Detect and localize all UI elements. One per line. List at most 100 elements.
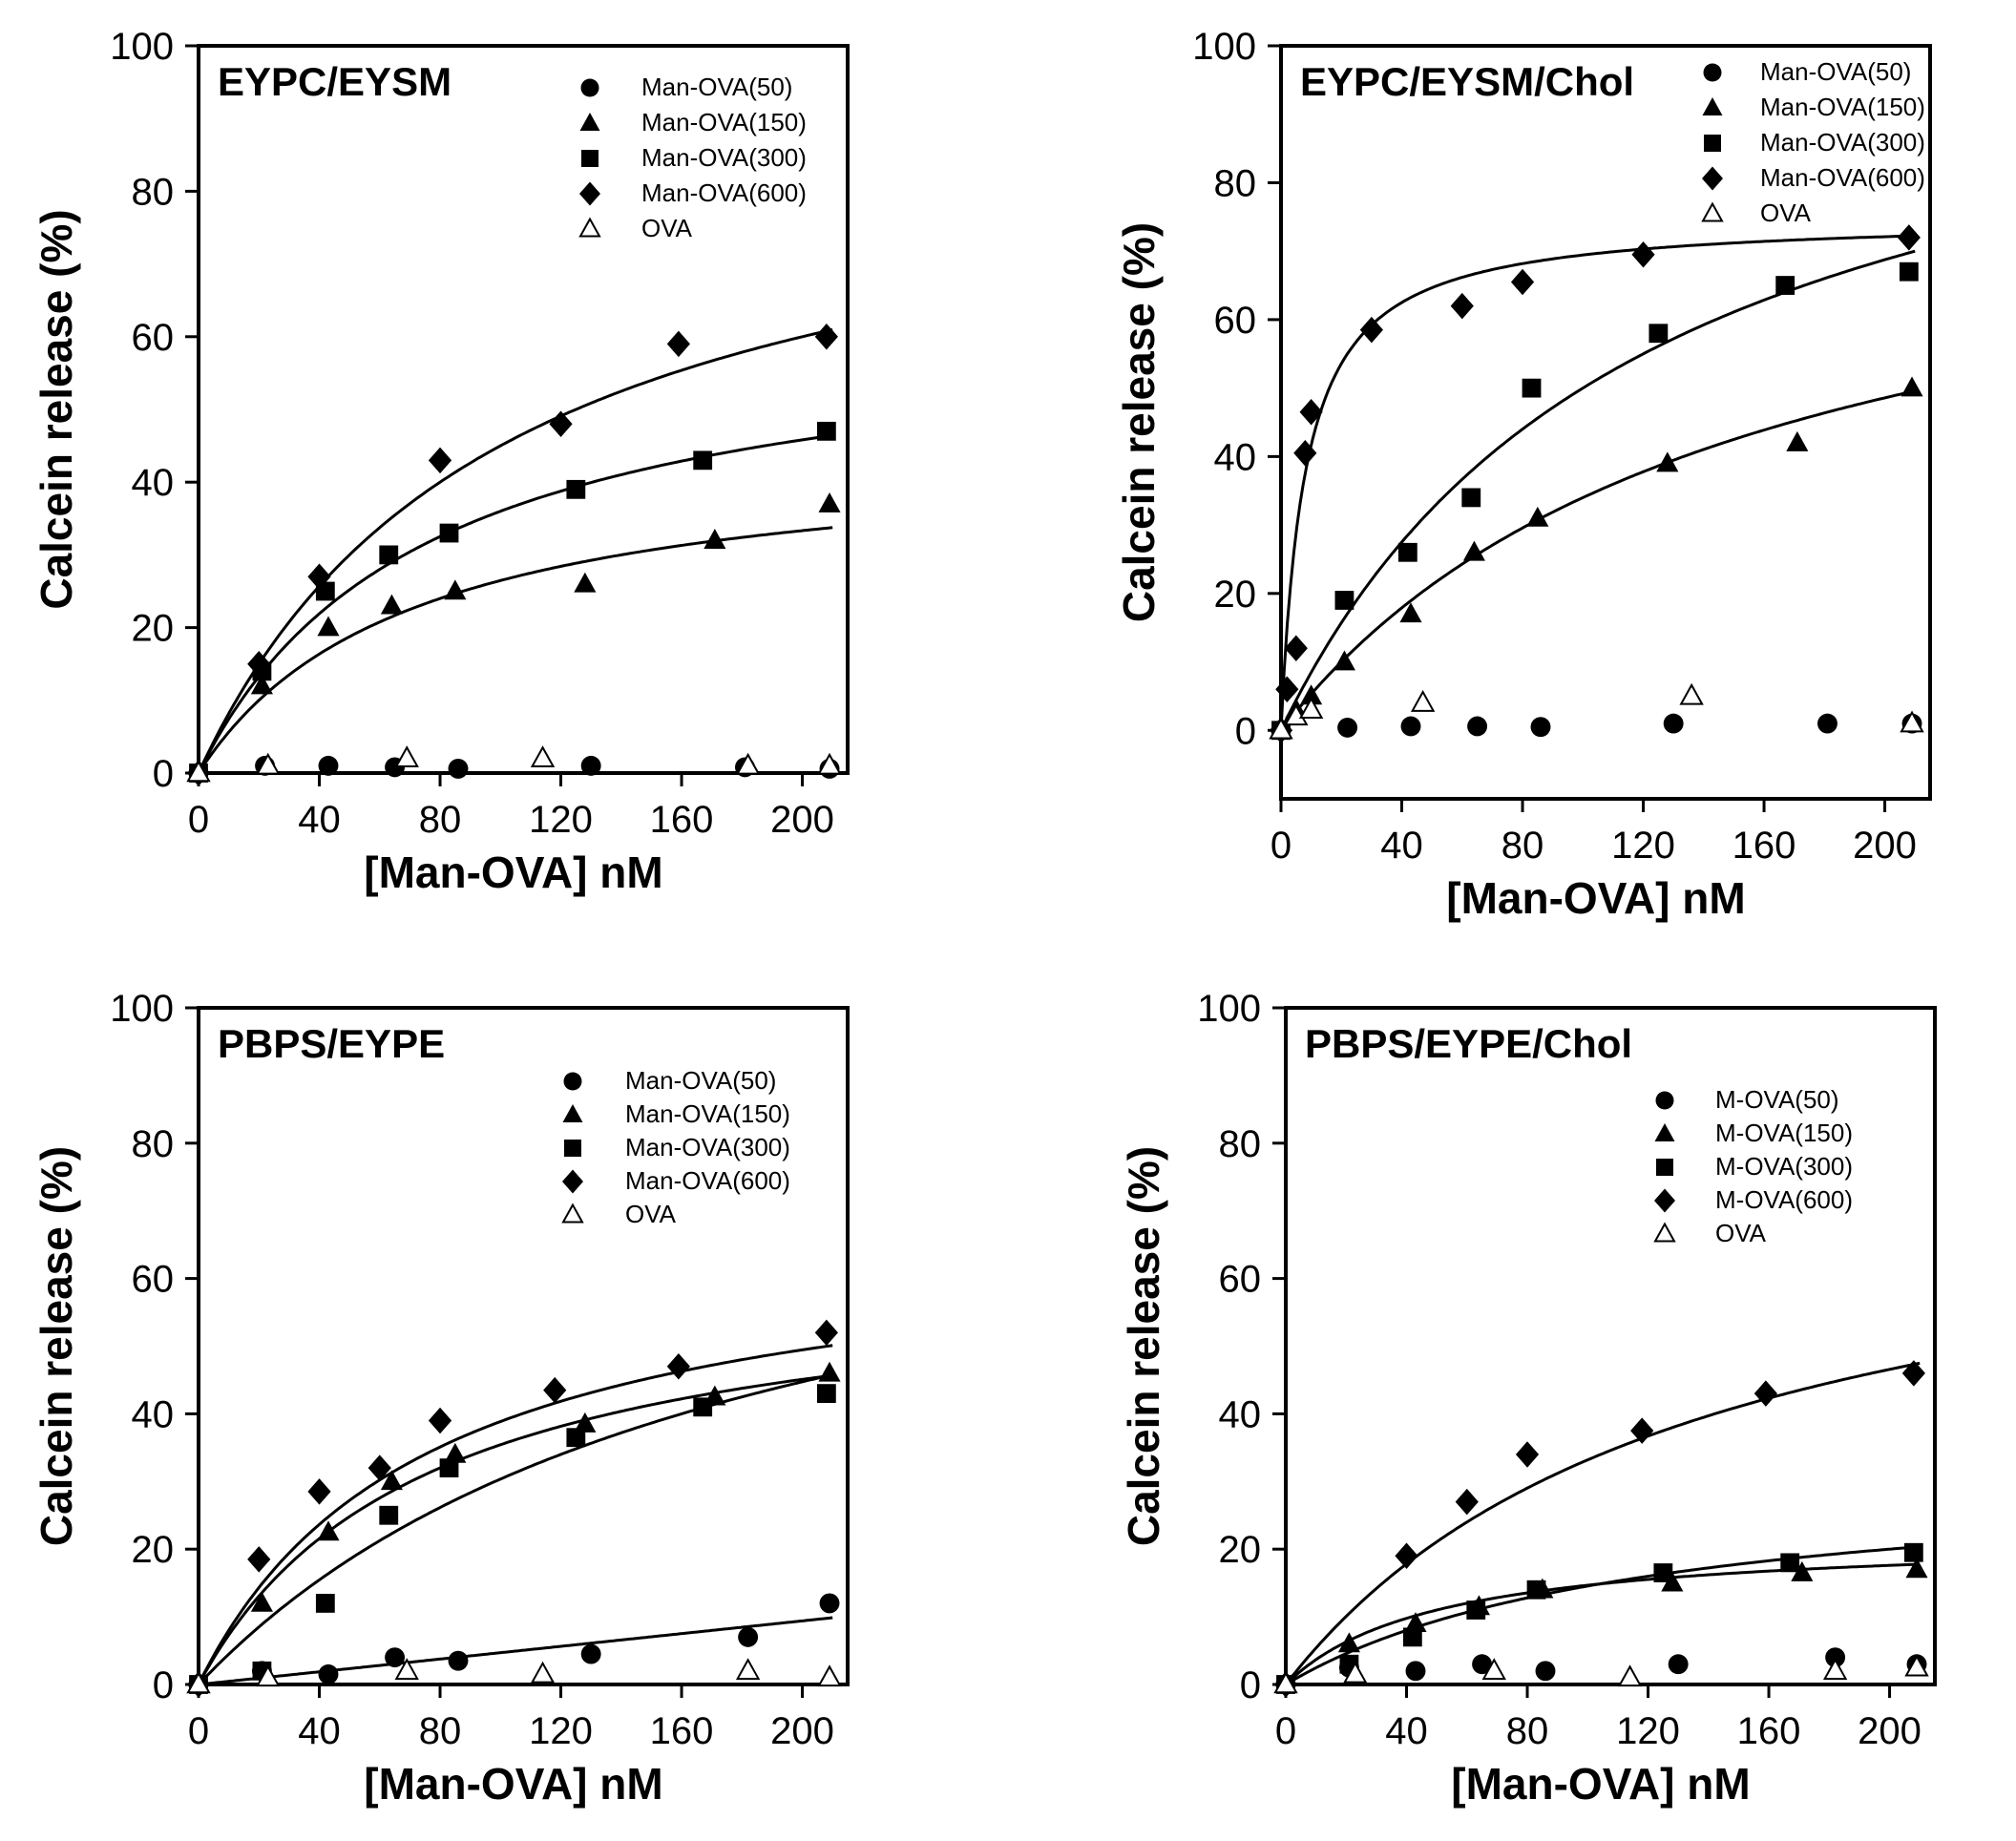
data-point [1269, 717, 1293, 740]
data-point [1526, 506, 1549, 527]
data-point [318, 1663, 339, 1684]
data-point [543, 1376, 567, 1404]
legend-label: Man-OVA(600) [1760, 163, 1925, 192]
data-point [1656, 451, 1679, 472]
fit-curve-2 [197, 1373, 833, 1685]
y-tick-label: 0 [153, 753, 174, 795]
y-axis-label: Calcein release (%) [32, 209, 81, 609]
data-point [247, 650, 271, 678]
legend-label: OVA [641, 214, 693, 242]
data-point [307, 1478, 331, 1505]
x-tick-label: 200 [770, 1710, 834, 1752]
y-tick-label: 40 [1219, 1393, 1262, 1435]
series-5 [186, 1658, 842, 1694]
y-tick-label: 40 [132, 1393, 175, 1435]
data-point [1905, 1558, 1928, 1579]
x-tick-label: 160 [650, 1710, 714, 1752]
data-point [1343, 1661, 1368, 1684]
legend-marker [581, 150, 598, 167]
chart-panel-1: 0 20 40 60 80 100 0 40 80 120 160 200 [Man-OVA] nM Ca… [32, 26, 850, 897]
legend-label: M-OVA(300) [1715, 1152, 1853, 1181]
legend-label: OVA [1715, 1219, 1767, 1247]
data-point [530, 1661, 556, 1684]
data-point [530, 745, 556, 768]
data-point [1334, 591, 1354, 610]
y-tick-label: 40 [132, 462, 175, 504]
y-tick-label: 100 [1192, 26, 1256, 68]
data-point [380, 594, 403, 615]
data-point [444, 1442, 467, 1463]
data-point [379, 1505, 399, 1525]
y-tick-label: 80 [132, 171, 175, 213]
y-tick-label: 0 [1235, 710, 1256, 752]
data-point [1653, 1563, 1673, 1582]
data-point [566, 1428, 586, 1448]
data-point [1299, 398, 1323, 426]
data-point [1410, 689, 1436, 712]
data-point [250, 674, 273, 695]
y-tick-label: 20 [132, 608, 175, 650]
series-4 [1273, 1360, 1925, 1698]
data-point [1522, 378, 1542, 398]
y-axis-label: Calcein release (%) [1114, 222, 1164, 622]
legend-label: Man-OVA(50) [641, 73, 792, 101]
x-axis-label: [Man-OVA] nM [364, 1759, 662, 1809]
data-point [817, 752, 842, 775]
data-point [1679, 682, 1704, 705]
data-point [1333, 650, 1355, 671]
y-tick-label: 80 [1214, 162, 1257, 204]
data-point [1897, 224, 1921, 251]
data-point [1515, 1441, 1540, 1468]
data-point [566, 479, 586, 499]
data-point [394, 745, 419, 768]
data-point [735, 1658, 761, 1681]
data-point [1405, 1661, 1426, 1682]
legend-marker [1654, 1188, 1675, 1213]
x-tick-label: 0 [188, 1710, 209, 1752]
data-point [574, 572, 597, 593]
legend-label: M-OVA(600) [1715, 1185, 1853, 1214]
x-tick-label: 160 [650, 799, 714, 841]
data-point [1817, 713, 1838, 734]
fit-curve-1 [198, 1616, 833, 1686]
data-point [814, 324, 838, 350]
data-point [1526, 1579, 1546, 1600]
legend-label: Man-OVA(50) [1760, 57, 1911, 86]
panel-title: EYPC/EYSM/Chol [1300, 59, 1634, 104]
legend-marker [1703, 63, 1722, 82]
x-tick-label: 200 [1858, 1710, 1922, 1752]
data-point [318, 755, 339, 776]
panel-title: PBPS/EYPE [218, 1021, 445, 1066]
data-point [1901, 1360, 1925, 1387]
series-5 [186, 745, 842, 783]
legend-marker [1702, 166, 1723, 191]
y-tick-label: 20 [132, 1529, 175, 1571]
fit-curve-3 [1279, 249, 1916, 731]
legend-marker [1653, 1222, 1676, 1243]
data-point [1786, 430, 1809, 451]
legend-marker [579, 113, 600, 131]
data-point [1631, 241, 1655, 268]
data-point [317, 1520, 340, 1541]
data-point [444, 579, 467, 600]
data-point [250, 1591, 273, 1612]
x-tick-label: 0 [188, 799, 209, 841]
x-tick-label: 160 [1732, 825, 1796, 867]
data-point [439, 523, 459, 543]
data-point [1300, 684, 1323, 705]
legend-marker [561, 1203, 584, 1224]
data-point [738, 1626, 759, 1647]
chart-panel-2: 0 20 40 60 80 100 0 40 80 120 160 200 [Man-OVA] nM Ca… [1114, 26, 1932, 923]
legend-marker [1655, 1091, 1674, 1110]
data-point [368, 1454, 391, 1481]
legend-label: Man-OVA(150) [625, 1099, 790, 1128]
data-point [428, 1407, 452, 1434]
series-3 [189, 1384, 836, 1694]
x-tick-label: 80 [1506, 1710, 1549, 1752]
data-point [1900, 710, 1924, 733]
fit-curve-4 [197, 327, 833, 774]
data-point [1399, 602, 1422, 623]
data-point [439, 1458, 459, 1478]
data-point [1466, 1600, 1486, 1620]
